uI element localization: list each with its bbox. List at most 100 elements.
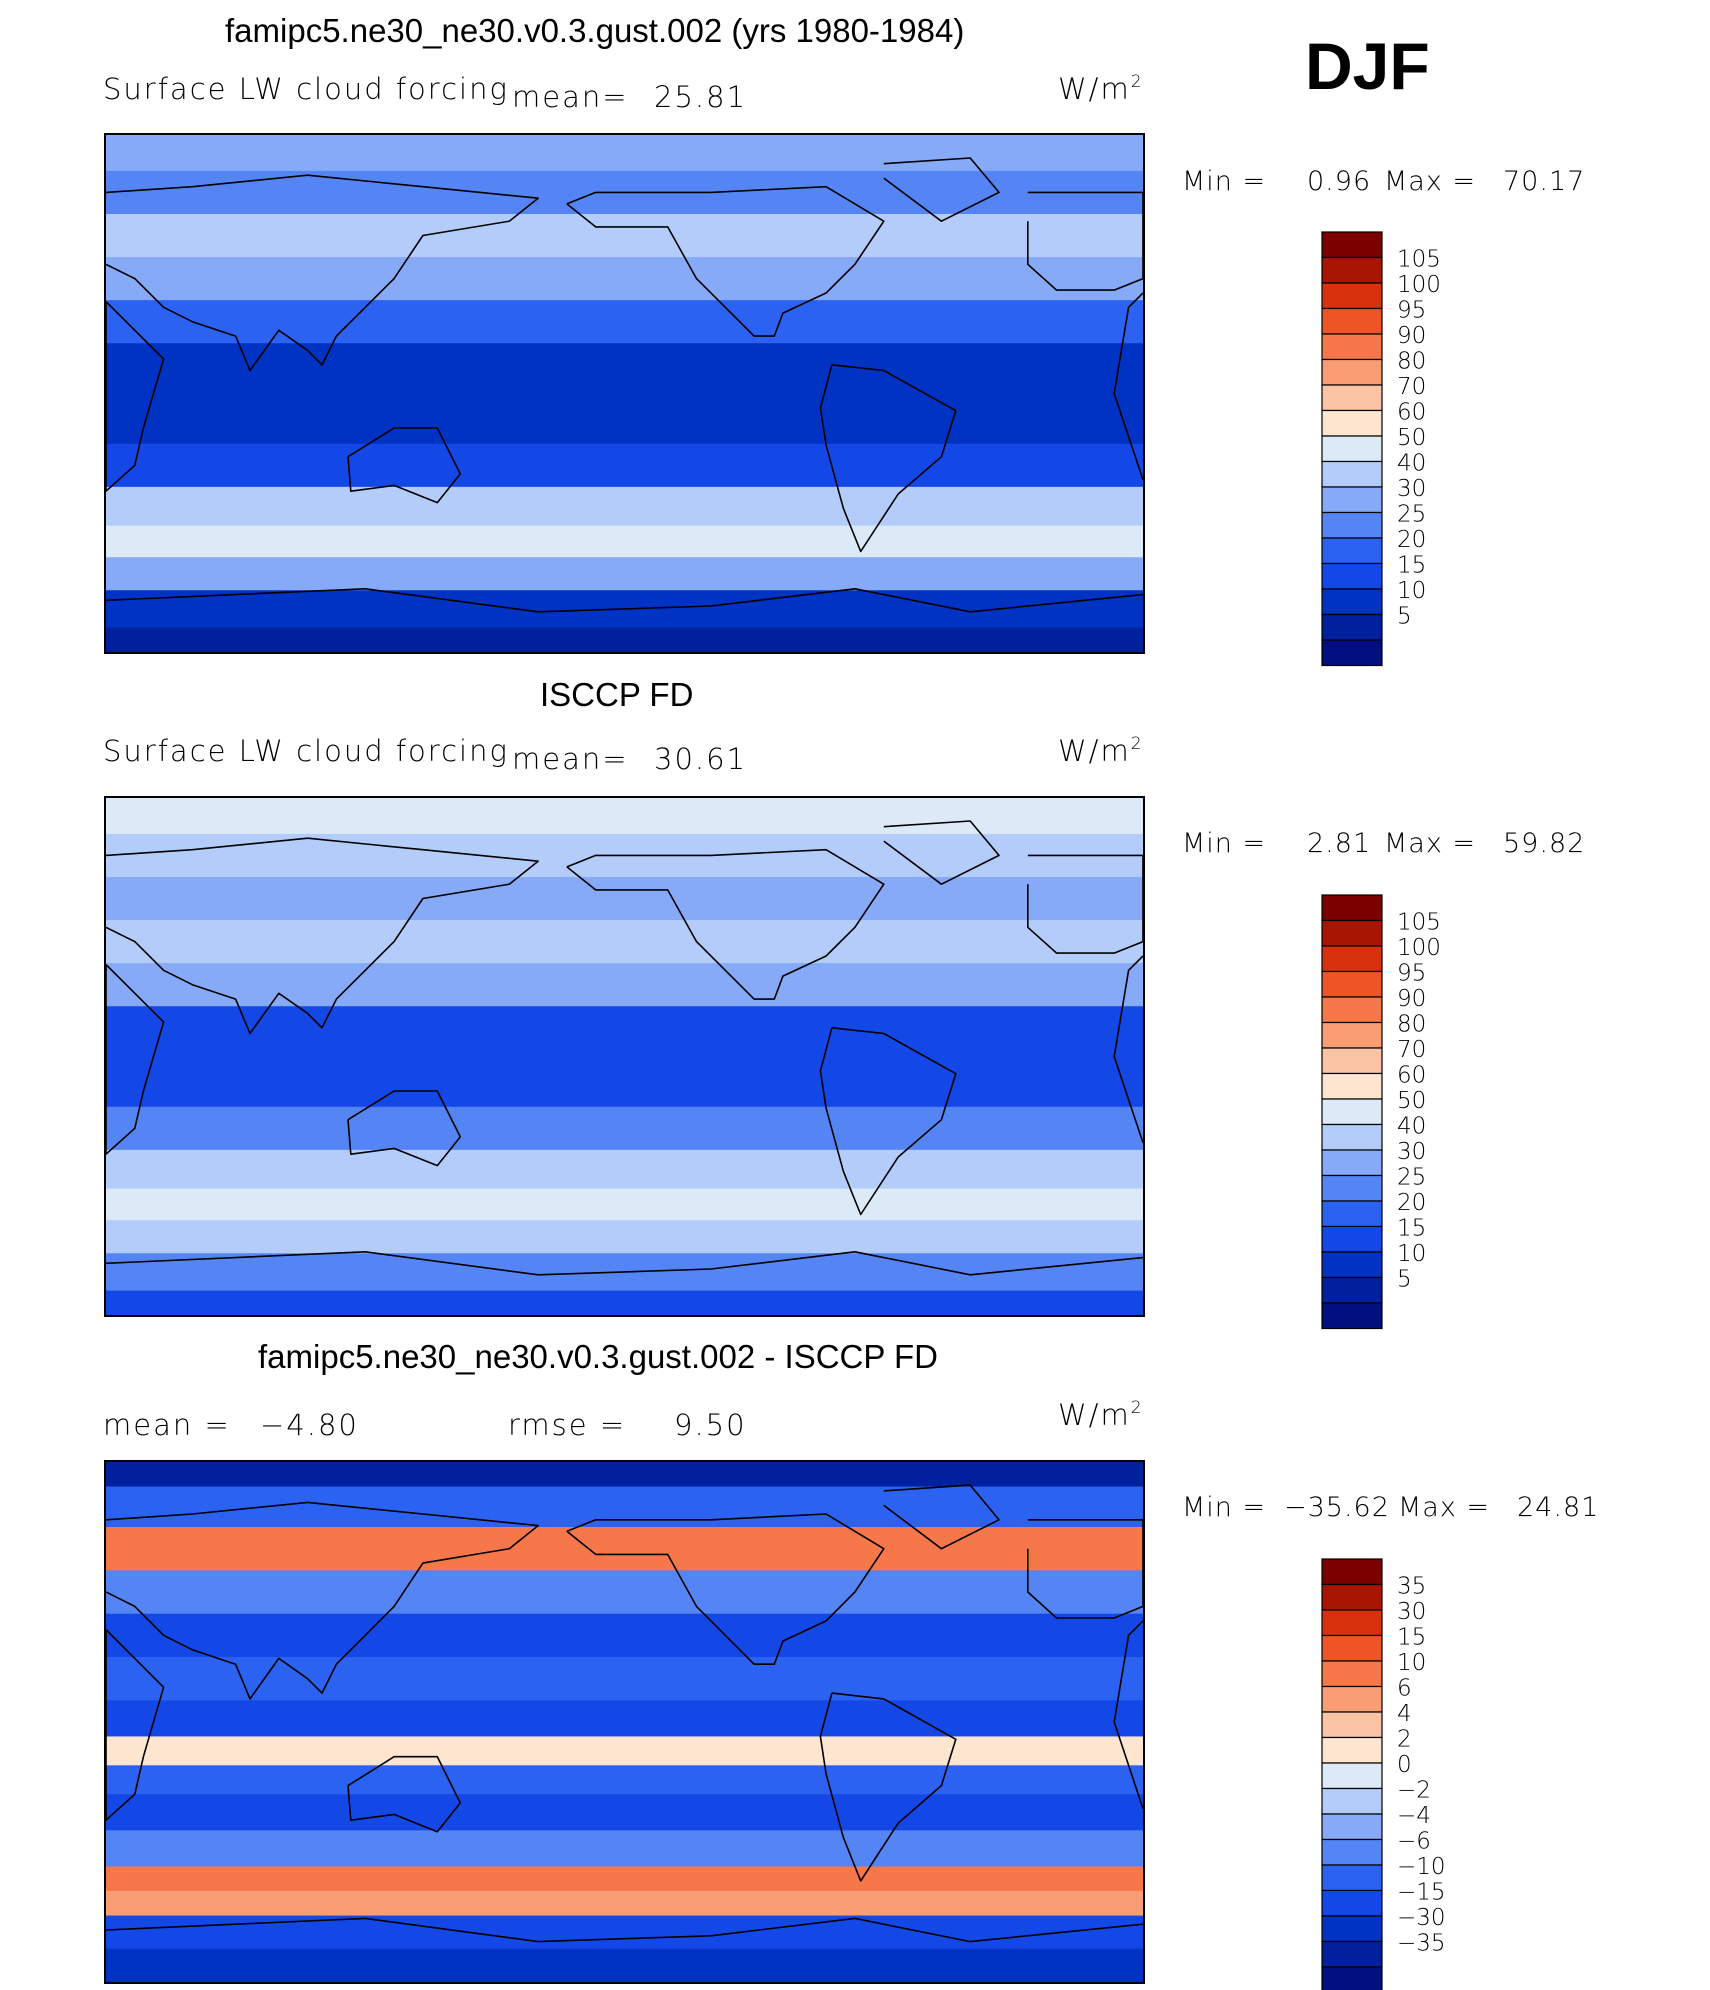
panel3-mean-value: −4.80 <box>260 1408 359 1442</box>
colorbar-box <box>1321 231 1383 259</box>
coastline <box>106 301 165 492</box>
colorbar-box <box>1321 1940 1383 1968</box>
panel2-map <box>104 796 1145 1317</box>
colorbar-tick-label: 15 <box>1397 1216 1426 1242</box>
colorbar-tick-label: 50 <box>1397 425 1426 451</box>
colorbar-tick-label: 95 <box>1397 961 1426 987</box>
panel1-min-label: Min = <box>1182 166 1267 197</box>
map-band <box>106 1700 1143 1737</box>
map-band <box>106 1462 1143 1488</box>
colorbar-box <box>1321 613 1383 641</box>
colorbar-tick-label: 40 <box>1397 1114 1426 1140</box>
colorbar-box <box>1321 1864 1383 1892</box>
colorbar-box <box>1321 1660 1383 1688</box>
colorbar-tick-label: 80 <box>1397 1012 1426 1038</box>
map-band <box>106 1866 1143 1892</box>
colorbar-box <box>1321 1736 1383 1764</box>
colorbar-tick-label: 25 <box>1397 1165 1426 1191</box>
coastline <box>1027 1519 1143 1619</box>
coastline <box>566 185 885 337</box>
colorbar-box <box>1321 1711 1383 1739</box>
colorbar-box <box>1321 894 1383 922</box>
colorbar-box <box>1321 1838 1383 1866</box>
panel3-units: W/m2 <box>1058 1398 1144 1432</box>
colorbar-tick-label: 15 <box>1397 553 1426 579</box>
panel1-title: famipc5.ne30_ne30.v0.3.gust.002 (yrs 198… <box>225 12 965 49</box>
coastline <box>883 820 1000 885</box>
colorbar-box <box>1321 1813 1383 1841</box>
map-band <box>106 798 1143 835</box>
colorbar-tick-label: 50 <box>1397 1088 1426 1114</box>
map-band <box>106 1106 1143 1151</box>
colorbar-tick-label: −35 <box>1397 1931 1446 1957</box>
map-band <box>106 135 1143 172</box>
colorbar-tick-label: −2 <box>1397 1778 1431 1804</box>
colorbar-tick-label: 30 <box>1397 1139 1426 1165</box>
panel2-max-value: 59.82 <box>1503 828 1586 859</box>
coastline <box>819 1692 957 1882</box>
panel3-min-value: −35.62 <box>1284 1492 1390 1523</box>
panel2-mean-value: 30.61 <box>654 742 748 776</box>
colorbar-box <box>1321 1302 1383 1330</box>
colorbar-box <box>1321 1966 1383 1990</box>
colorbar-box <box>1321 1762 1383 1790</box>
colorbar-box <box>1321 970 1383 998</box>
colorbar-box <box>1321 282 1383 310</box>
colorbar-box <box>1321 486 1383 514</box>
panel3-rmse-value: 9.50 <box>674 1408 747 1442</box>
map-band <box>106 1830 1143 1867</box>
colorbar-tick-label: −30 <box>1397 1905 1446 1931</box>
colorbar-tick-label: 60 <box>1397 400 1426 426</box>
colorbar-box <box>1321 1072 1383 1100</box>
map-band <box>106 1220 1143 1254</box>
colorbar-box <box>1321 1200 1383 1228</box>
map-band <box>106 1527 1143 1571</box>
colorbar-tick-label: 6 <box>1397 1676 1412 1702</box>
colorbar-tick-label: 4 <box>1397 1701 1412 1727</box>
colorbar-tick-label: 30 <box>1397 476 1426 502</box>
colorbar-tick-label: 0 <box>1397 1752 1412 1778</box>
panel3-mean-label: mean = <box>103 1408 231 1442</box>
map-band <box>106 1486 1143 1528</box>
map-band <box>106 627 1143 652</box>
map-band <box>106 213 1143 258</box>
coastline <box>106 588 1143 613</box>
panel1-max-label: Max = <box>1384 166 1477 197</box>
colorbar-box <box>1321 1149 1383 1177</box>
colorbar-tick-label: 30 <box>1397 1599 1426 1625</box>
map-band <box>106 1891 1143 1917</box>
colorbar-box <box>1321 537 1383 565</box>
panel1-min-value: 0.96 <box>1307 166 1372 197</box>
colorbar-tick-label: 10 <box>1397 578 1426 604</box>
map-band <box>106 1736 1143 1766</box>
map-band <box>106 343 1143 380</box>
colorbar-box <box>1321 588 1383 616</box>
panel2-units: W/m2 <box>1058 734 1144 768</box>
coastline <box>1027 854 1143 954</box>
coastline <box>106 1917 1143 1943</box>
colorbar-box <box>1321 1787 1383 1815</box>
colorbar-box <box>1321 1634 1383 1662</box>
colorbar-box <box>1321 1047 1383 1075</box>
colorbar-box <box>1321 256 1383 284</box>
panel1-colorbar: 105 100 95 90 80 70 60 50 40 30 25 20 15 10 5 <box>1321 231 1522 667</box>
colorbar-box <box>1321 639 1383 667</box>
coastline <box>106 174 539 372</box>
map-band <box>106 525 1143 558</box>
map-band <box>106 1042 1143 1072</box>
panel2-min-label: Min = <box>1182 828 1267 859</box>
map-band <box>106 1188 1143 1221</box>
coastline <box>1113 955 1143 1143</box>
coastline <box>1027 191 1143 291</box>
panel1-mean-label: mean= <box>512 80 629 114</box>
colorbar-box <box>1321 1276 1383 1304</box>
coastline <box>106 1501 539 1700</box>
map-band <box>106 1657 1143 1701</box>
colorbar-tick-label: 100 <box>1397 272 1441 298</box>
colorbar-tick-label: 5 <box>1397 1267 1412 1293</box>
map-band <box>106 963 1143 1007</box>
coastline <box>106 1251 1143 1276</box>
panel1-map <box>104 133 1145 654</box>
map-band <box>106 1948 1143 1982</box>
panel2-mean-label: mean= <box>512 742 629 776</box>
